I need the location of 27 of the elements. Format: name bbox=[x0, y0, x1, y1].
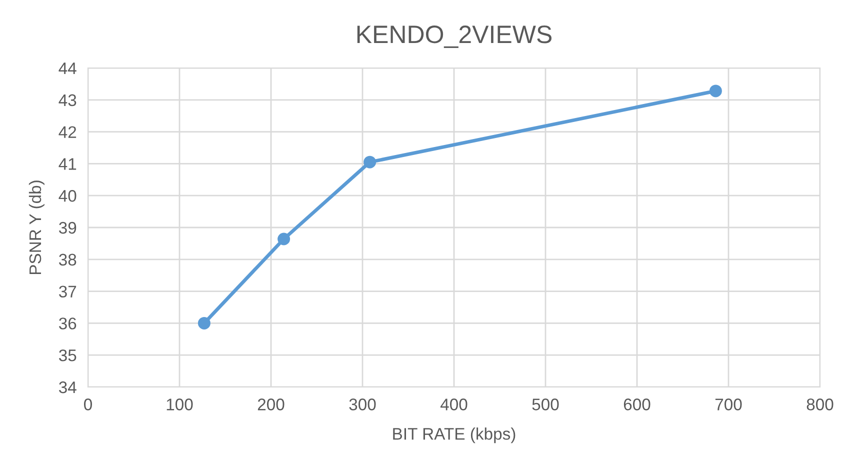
x-tick-label: 800 bbox=[806, 398, 834, 410]
y-axis-title: PSNR Y (db) bbox=[28, 180, 44, 274]
y-tick-label: 41 bbox=[58, 158, 76, 170]
y-tick-label: 38 bbox=[58, 254, 76, 266]
y-tick-label: 42 bbox=[58, 126, 76, 138]
point bbox=[278, 232, 290, 246]
x-tick-label: 200 bbox=[258, 398, 284, 410]
point bbox=[364, 156, 376, 168]
y-tick-label: 35 bbox=[58, 350, 76, 362]
y-tick-label: 36 bbox=[58, 318, 76, 330]
y-tick-label: 37 bbox=[58, 286, 76, 298]
x-tick-label: 0 bbox=[84, 398, 92, 410]
x-tick-label: 100 bbox=[166, 398, 193, 410]
y-tick-label: 43 bbox=[58, 94, 76, 106]
y-tick-label: 34 bbox=[58, 381, 76, 394]
x-tick-label: 700 bbox=[715, 398, 742, 410]
x-tick-label: 600 bbox=[624, 398, 650, 410]
point bbox=[198, 316, 210, 330]
point bbox=[709, 84, 722, 98]
x-axis-title: BIT RATE (kbps) bbox=[393, 428, 516, 444]
y-tick-label: 39 bbox=[58, 222, 76, 234]
x-tick-label: 500 bbox=[532, 398, 559, 410]
x-tick-label: 300 bbox=[349, 398, 376, 410]
y-tick-label: 40 bbox=[58, 190, 76, 202]
chart-title: KENDO_2VIEWS bbox=[357, 26, 552, 48]
y-tick-label: 44 bbox=[58, 62, 76, 74]
x-tick-label: 400 bbox=[440, 398, 468, 410]
